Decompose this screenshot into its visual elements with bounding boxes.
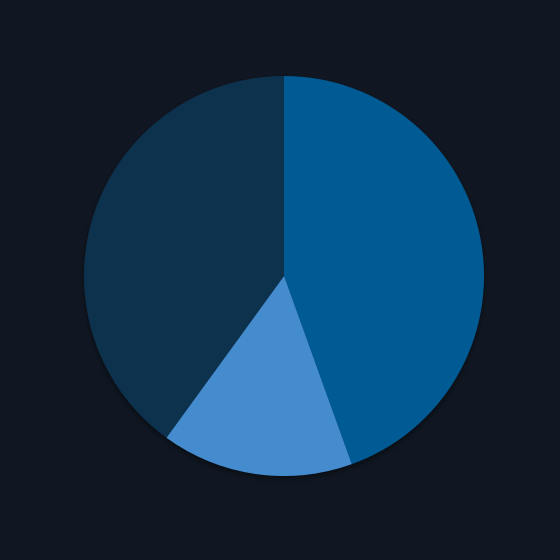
- pie-slice-3: [84, 75, 284, 438]
- pie-slice-2: [166, 276, 352, 477]
- pie-slices: [84, 75, 485, 477]
- pie-slice-1: [284, 76, 485, 465]
